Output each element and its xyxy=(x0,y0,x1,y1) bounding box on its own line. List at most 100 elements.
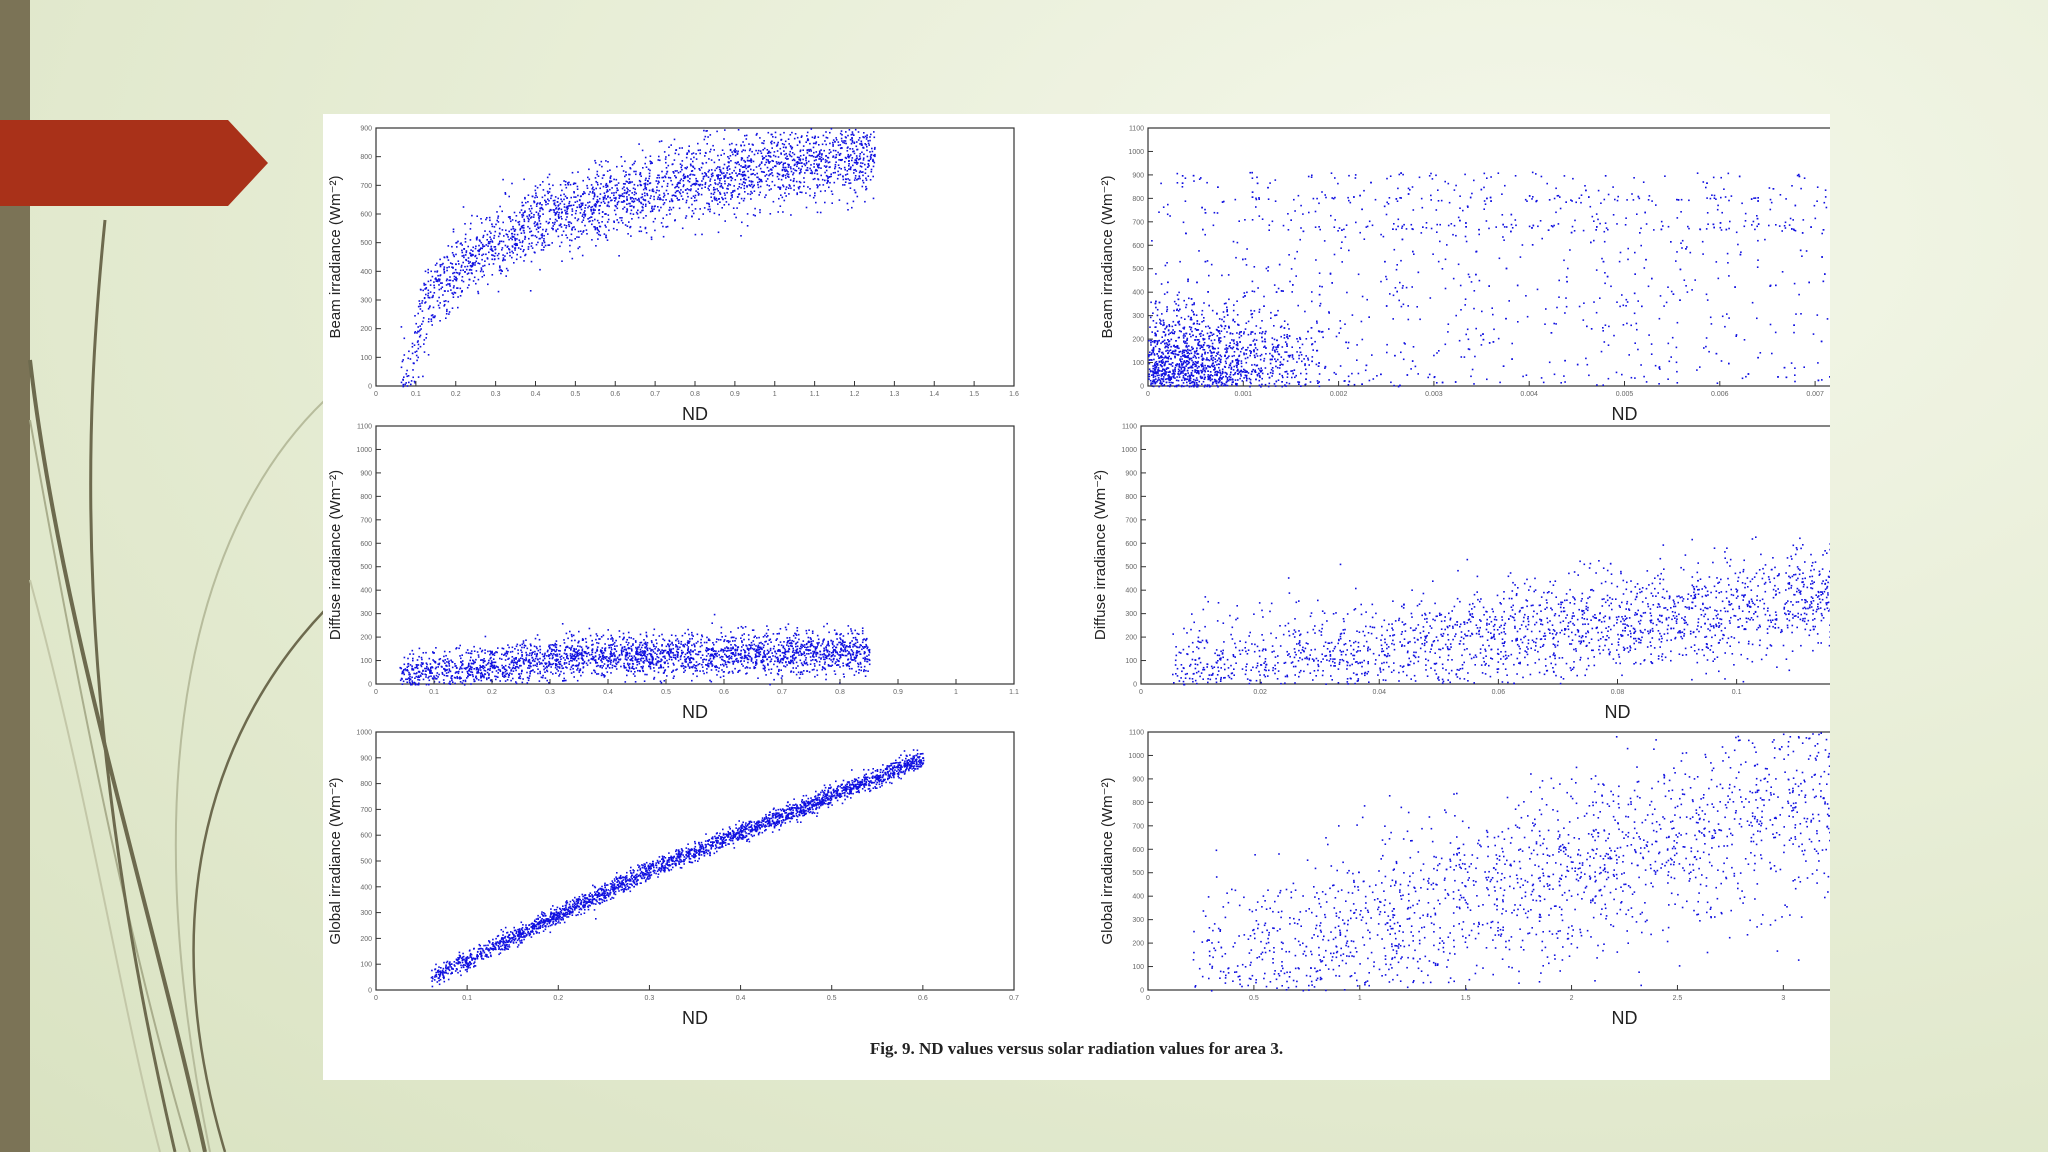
data-point xyxy=(632,187,635,190)
data-point xyxy=(607,218,610,221)
data-point xyxy=(548,210,551,213)
data-point xyxy=(662,225,664,228)
data-point xyxy=(1801,255,1803,257)
data-point xyxy=(632,206,635,209)
data-point xyxy=(1154,361,1157,364)
data-point xyxy=(1186,360,1188,362)
data-point xyxy=(1717,204,1719,207)
data-point xyxy=(465,268,468,271)
data-point xyxy=(529,210,532,212)
data-point xyxy=(596,201,598,204)
data-point xyxy=(452,228,455,231)
data-point xyxy=(1225,372,1228,374)
data-point xyxy=(418,336,421,338)
data-point xyxy=(1286,360,1289,362)
data-point xyxy=(729,176,732,178)
data-point xyxy=(491,274,494,276)
data-point xyxy=(656,177,658,179)
data-point xyxy=(505,229,507,232)
data-point xyxy=(623,206,626,209)
data-point xyxy=(1253,290,1256,293)
data-point xyxy=(1195,350,1198,353)
data-point xyxy=(1280,335,1282,338)
data-point xyxy=(584,215,586,217)
data-point xyxy=(718,168,721,171)
data-point xyxy=(492,254,494,257)
data-point xyxy=(1393,384,1395,387)
data-point xyxy=(573,182,575,184)
data-point xyxy=(1825,206,1828,209)
data-point xyxy=(1725,228,1728,231)
data-point xyxy=(1240,365,1243,368)
data-point xyxy=(820,167,822,169)
data-point xyxy=(872,160,875,162)
data-point xyxy=(1724,325,1726,328)
y-tick-label: 200 xyxy=(360,326,372,333)
data-point xyxy=(498,227,501,230)
data-point xyxy=(658,155,660,158)
data-point xyxy=(818,166,820,169)
data-point xyxy=(764,196,766,199)
data-point xyxy=(1491,307,1493,309)
data-point xyxy=(784,140,787,143)
data-point xyxy=(742,199,745,202)
data-point xyxy=(489,219,491,222)
data-point xyxy=(1186,337,1189,340)
data-point xyxy=(432,294,434,297)
data-point xyxy=(862,159,865,161)
data-point xyxy=(798,167,800,170)
data-point xyxy=(826,160,828,162)
data-point xyxy=(772,200,775,203)
data-point xyxy=(1784,221,1787,224)
data-point xyxy=(1687,225,1689,228)
data-point xyxy=(1333,226,1336,228)
data-point xyxy=(872,197,875,200)
data-point xyxy=(430,279,432,282)
scatter-points xyxy=(1148,171,1830,388)
data-point xyxy=(622,201,624,203)
data-point xyxy=(1467,338,1470,341)
data-point xyxy=(1148,362,1151,365)
data-point xyxy=(1185,332,1188,335)
data-point xyxy=(451,245,453,248)
data-point xyxy=(1159,382,1161,385)
data-point xyxy=(632,213,635,215)
data-point xyxy=(868,165,870,167)
data-point xyxy=(675,185,677,188)
data-point xyxy=(701,180,703,182)
data-point xyxy=(1228,325,1230,328)
data-point xyxy=(1244,349,1247,351)
x-tick-label: 1.2 xyxy=(850,391,860,398)
data-point xyxy=(723,163,726,166)
data-point xyxy=(726,177,729,179)
data-point xyxy=(1565,276,1568,278)
data-point xyxy=(401,360,404,363)
data-point xyxy=(1233,351,1236,353)
data-point xyxy=(548,244,551,246)
data-point xyxy=(1200,346,1203,348)
data-point xyxy=(1191,303,1194,306)
data-point xyxy=(857,178,859,180)
data-point xyxy=(1283,334,1286,336)
data-point xyxy=(597,238,599,240)
data-point xyxy=(552,222,554,224)
data-point xyxy=(1724,196,1727,198)
data-point xyxy=(1696,172,1699,174)
data-point xyxy=(1505,267,1508,270)
data-point xyxy=(1267,385,1270,388)
data-point xyxy=(688,150,690,153)
data-point xyxy=(707,187,709,190)
data-point xyxy=(712,193,715,195)
data-point xyxy=(1199,347,1201,350)
data-point xyxy=(534,185,537,187)
data-point xyxy=(718,213,720,216)
data-point xyxy=(423,343,425,345)
data-point xyxy=(690,197,693,199)
data-point xyxy=(574,182,577,185)
data-point xyxy=(1824,196,1827,198)
data-point xyxy=(744,182,746,184)
data-point xyxy=(548,191,551,193)
data-point xyxy=(803,185,805,188)
data-point xyxy=(676,197,678,199)
data-point xyxy=(1364,369,1367,372)
